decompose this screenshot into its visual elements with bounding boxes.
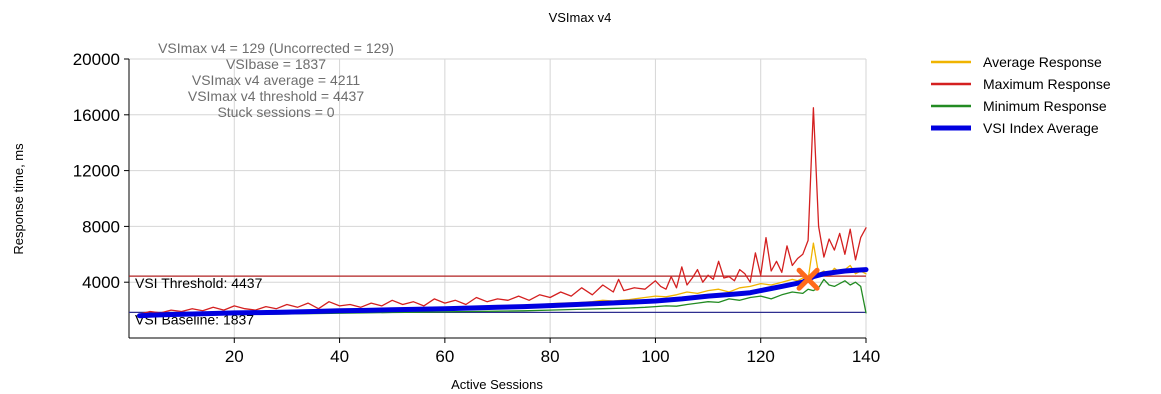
annotation-line-2: VSIbase = 1837 xyxy=(226,56,326,72)
gridlines xyxy=(129,58,867,338)
x-tick-label-140: 140 xyxy=(852,347,880,366)
y-tick-label-12000: 12000 xyxy=(73,162,120,181)
axes xyxy=(128,59,866,339)
legend-label-1: Average Response xyxy=(983,54,1102,70)
legend-label-4: VSI Index Average xyxy=(983,120,1099,136)
annotation-line-3: VSImax v4 average = 4211 xyxy=(192,72,360,88)
vsimax-marker xyxy=(796,267,820,291)
vsimax-marker-stroke-2 xyxy=(796,267,820,291)
x-axis-label: Active Sessions xyxy=(451,377,543,392)
y-tick-label-4000: 4000 xyxy=(82,273,120,292)
x-ticks: 20 40 60 80 100 120 140 xyxy=(225,338,880,366)
legend: Average Response Maximum Response Minimum … xyxy=(931,54,1111,136)
legend-label-2: Maximum Response xyxy=(983,76,1111,92)
x-tick-label-60: 60 xyxy=(435,347,454,366)
y-tick-label-8000: 8000 xyxy=(82,217,120,236)
chart-title: VSImax v4 xyxy=(549,10,612,25)
series-line-maximum-response xyxy=(138,107,867,315)
y-axis-label: Response time, ms xyxy=(11,143,26,255)
y-tick-label-16000: 16000 xyxy=(73,106,120,125)
x-tick-label-40: 40 xyxy=(330,347,349,366)
legend-label-3: Minimum Response xyxy=(983,98,1107,114)
threshold-label: VSI Threshold: 4437 xyxy=(135,275,263,291)
x-tick-label-100: 100 xyxy=(641,347,669,366)
annotation-block: VSImax v4 = 129 (Uncorrected = 129)VSIba… xyxy=(158,40,394,120)
annotation-line-5: Stuck sessions = 0 xyxy=(217,104,334,120)
y-tick-label-20000: 20000 xyxy=(73,50,120,69)
y-ticks: 4000 8000 12000 16000 20000 xyxy=(73,50,129,292)
x-tick-label-80: 80 xyxy=(541,347,560,366)
annotation-line-4: VSImax v4 threshold = 4437 xyxy=(188,88,364,104)
x-tick-label-120: 120 xyxy=(747,347,775,366)
annotation-line-1: VSImax v4 = 129 (Uncorrected = 129) xyxy=(158,40,394,56)
x-tick-label-20: 20 xyxy=(225,347,244,366)
